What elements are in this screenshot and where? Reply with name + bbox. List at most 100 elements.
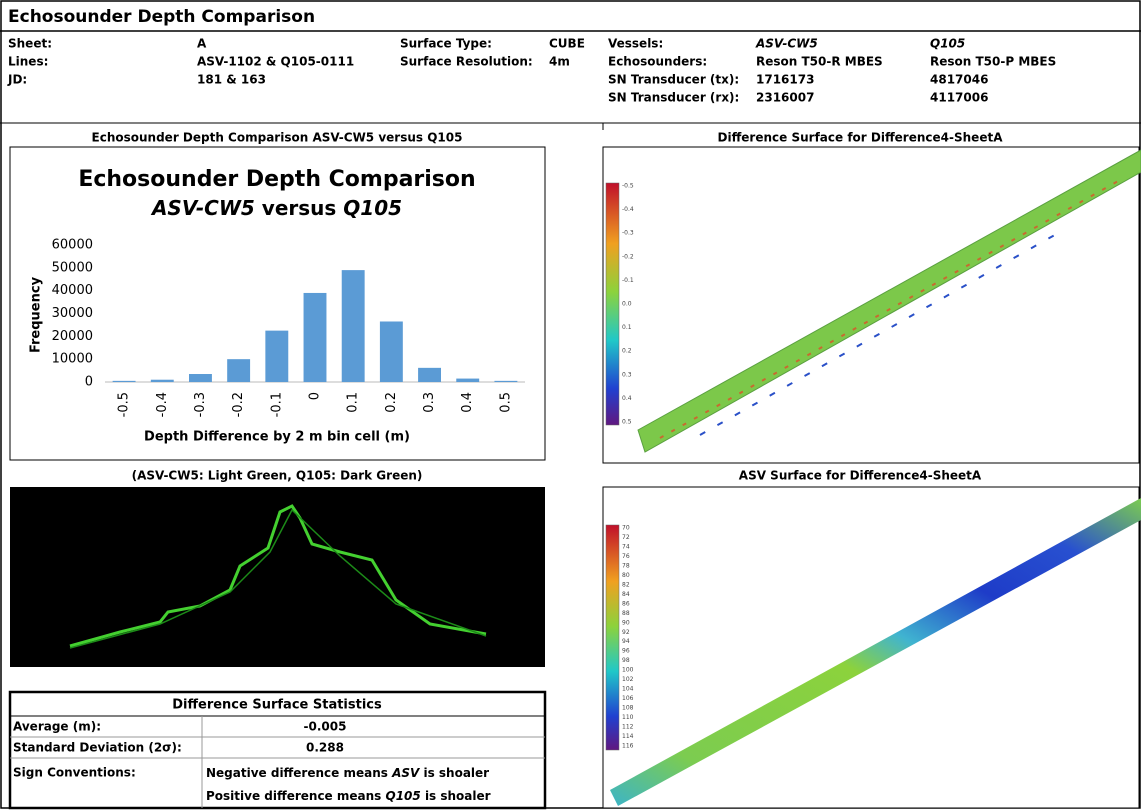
sign-part: Positive difference means (206, 789, 381, 803)
sign-part: Q105 (386, 789, 421, 803)
info-value: SN Transducer (rx): (608, 91, 739, 105)
report-title: Echosounder Depth Comparison (8, 7, 315, 27)
colorbar-label: 70 (622, 525, 630, 532)
colorbar-label: 0.5 (622, 419, 632, 426)
y-tick-label: 60000 (52, 238, 93, 253)
info-value: 1716173 (756, 73, 814, 87)
table-title: Difference Surface Statistics (172, 698, 382, 713)
colorbar-label: 94 (622, 638, 630, 645)
colorbar-label: 90 (622, 619, 630, 626)
stat-value: 0.288 (306, 741, 344, 755)
y-axis-label: Frequency (29, 276, 44, 353)
info-header: Q105 (930, 37, 965, 51)
colorbar-label: 72 (622, 534, 630, 541)
colorbar-label: 98 (622, 657, 630, 664)
bar (456, 379, 479, 382)
colorbar-label: 110 (622, 714, 634, 721)
y-tick-label: 30000 (52, 306, 93, 321)
colorbar-label: 0.0 (622, 301, 632, 308)
info-value: 2316007 (756, 91, 814, 105)
colorbar-label: 80 (622, 572, 630, 579)
colorbar-label: 106 (622, 695, 634, 702)
bar (418, 368, 441, 382)
bar (151, 380, 174, 382)
colorbar-label: 76 (622, 553, 630, 560)
sign-part: is shoaler (423, 766, 489, 780)
info-value: SN Transducer (tx): (608, 73, 739, 87)
bar (494, 381, 517, 382)
colorbar-label: 102 (622, 676, 634, 683)
colorbar-label: -0.3 (622, 230, 634, 237)
sign-line: Negative difference means ASV is shoaler (206, 766, 489, 780)
bar (304, 293, 327, 382)
sign-line: Positive difference means Q105 is shoale… (206, 789, 491, 803)
bar (342, 270, 365, 382)
colorbar-label: 0.1 (622, 324, 632, 331)
info-label: JD: (7, 73, 27, 87)
colorbar-label: 0.4 (622, 395, 632, 402)
stat-label: Sign Conventions: (13, 766, 136, 780)
colorbar-label: 0.2 (622, 348, 632, 355)
x-tick-label: 0.3 (422, 392, 437, 413)
colorbar-label: 74 (622, 543, 630, 550)
caption: Difference Surface for Difference4-Sheet… (718, 131, 1004, 145)
info-header: Vessels: (608, 37, 663, 51)
caption: Echosounder Depth Comparison ASV-CW5 ver… (92, 131, 463, 145)
colorbar-label: -0.5 (622, 183, 634, 190)
info-value: Echosounders: (608, 55, 707, 69)
colorbar-label: 86 (622, 600, 630, 607)
colorbar-label: 112 (622, 724, 634, 731)
stat-label: Average (m): (13, 720, 101, 734)
info-value: Reson T50-R MBES (756, 55, 883, 69)
bar (380, 321, 403, 382)
info-value: Reson T50-P MBES (930, 55, 1056, 69)
subtitle-part: ASV-CW5 (150, 196, 255, 220)
sign-part: Negative difference means (206, 766, 388, 780)
colorbar-label: 78 (622, 562, 630, 569)
info-value: 4m (549, 55, 570, 69)
x-tick-label: 0.1 (346, 392, 361, 413)
x-tick-label: 0 (308, 392, 323, 400)
info-value: 4117006 (930, 91, 988, 105)
info-value: 181 & 163 (197, 73, 266, 87)
subtitle-part: versus (262, 196, 337, 220)
bar (227, 359, 250, 382)
report: Echosounder Depth Comparison Echosounder… (0, 0, 1141, 810)
subtitle-part: Q105 (343, 196, 402, 220)
colorbar-label: 116 (622, 743, 634, 750)
stat-value: -0.005 (304, 720, 347, 734)
colorbar-label: 82 (622, 581, 630, 588)
info-value: A (197, 37, 207, 51)
caption: ASV Surface for Difference4-SheetA (739, 469, 982, 483)
colorbar-label: 84 (622, 591, 630, 598)
y-tick-label: 10000 (52, 352, 93, 367)
colorbar-label: 88 (622, 610, 630, 617)
y-tick-label: 50000 (52, 260, 93, 275)
chart-title: Echosounder Depth Comparison (78, 167, 475, 192)
x-tick-label: -0.2 (231, 392, 246, 417)
colorbar-label: 0.3 (622, 371, 632, 378)
info-header: ASV-CW5 (755, 37, 818, 51)
x-tick-label: -0.1 (269, 392, 284, 417)
x-tick-label: 0.4 (460, 392, 475, 413)
colorbar-label: -0.2 (622, 253, 634, 260)
info-label: Surface Resolution: (400, 55, 533, 69)
sign-part: ASV (391, 766, 421, 780)
info-label: Sheet: (8, 37, 52, 51)
info-value: CUBE (549, 37, 585, 51)
colorbar (606, 525, 619, 750)
bar (265, 331, 288, 382)
colorbar-label: 100 (622, 667, 634, 674)
x-tick-label: -0.5 (117, 392, 132, 417)
y-tick-label: 0 (85, 375, 93, 390)
colorbar-label: 92 (622, 629, 630, 636)
x-tick-label: -0.4 (155, 392, 170, 417)
bar (113, 381, 136, 382)
y-tick-label: 40000 (52, 283, 93, 298)
info-label: Lines: (8, 55, 48, 69)
info-value: ASV-1102 & Q105-0111 (197, 55, 354, 69)
info-value: 4817046 (930, 73, 988, 87)
colorbar-label: 96 (622, 648, 630, 655)
info-label: Surface Type: (400, 37, 492, 51)
stat-label: Standard Deviation (2σ): (13, 741, 182, 755)
